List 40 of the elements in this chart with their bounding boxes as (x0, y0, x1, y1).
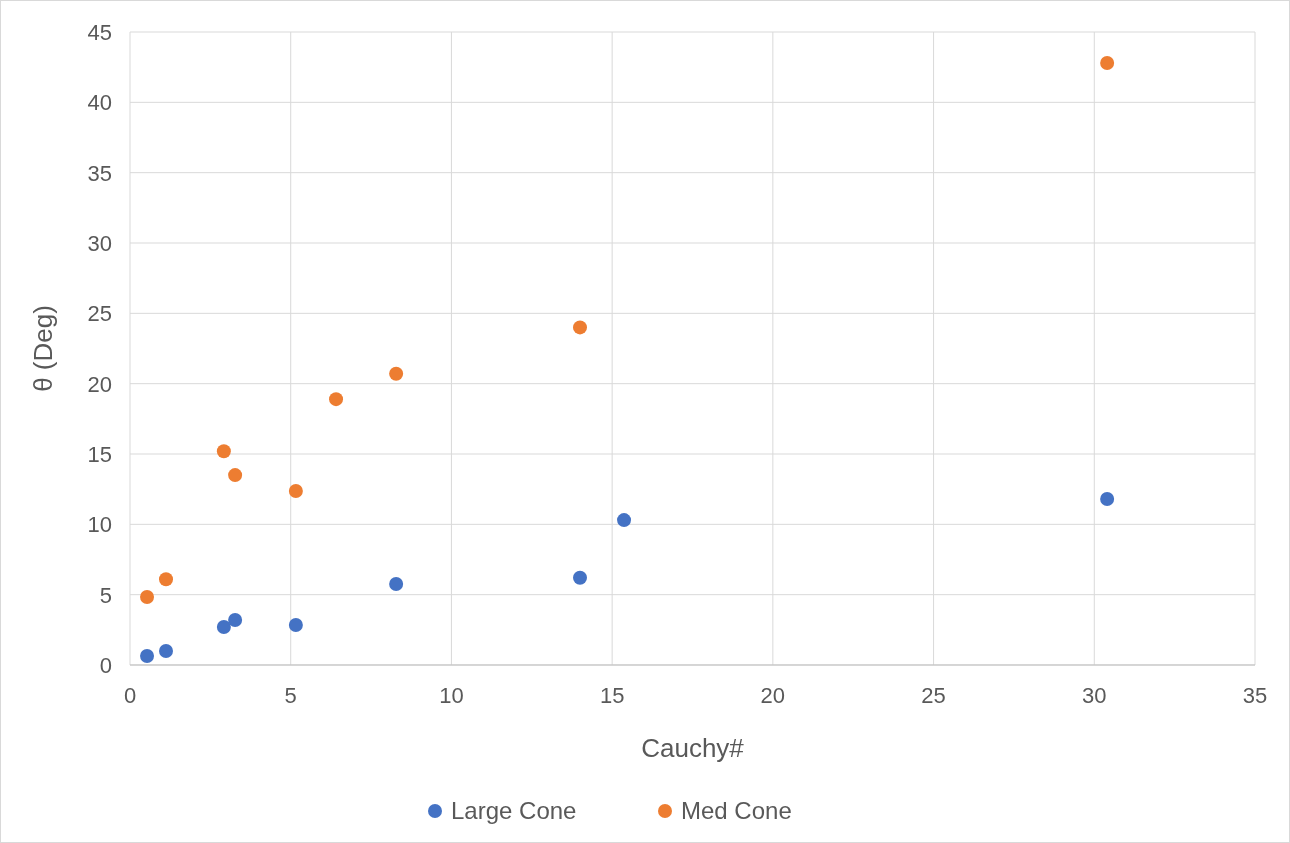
point (389, 576, 404, 591)
point (288, 618, 303, 633)
y-tick-label: 5 (99, 582, 112, 608)
y-tick-label: 25 (87, 301, 112, 327)
x-tick-label: 10 (439, 683, 464, 708)
y-axis-title: θ (Deg) (28, 305, 58, 392)
point (617, 513, 632, 528)
x-tick-label: 35 (1242, 683, 1268, 708)
point (389, 366, 404, 381)
y-tick-label: 10 (87, 512, 112, 538)
y-tick-label: 35 (87, 160, 112, 186)
y-tick-label: 20 (87, 371, 112, 397)
x-tick-label: 5 (284, 683, 297, 708)
point (288, 484, 303, 498)
y-tick-label: 45 (87, 20, 112, 45)
point (1100, 55, 1115, 70)
x-tick-label: 0 (123, 683, 137, 708)
point (140, 649, 155, 663)
point (216, 620, 231, 635)
y-tick-label: 40 (87, 90, 112, 116)
x-tick-label: 15 (599, 683, 625, 708)
y-tick-label: 0 (99, 653, 112, 678)
y-tick-label: 15 (87, 442, 112, 467)
legend-label: Med Cone (681, 797, 792, 824)
point (216, 444, 231, 459)
point (329, 392, 344, 407)
point (228, 612, 243, 627)
x-axis-title: Cauchy# (641, 733, 745, 763)
x-tick-label: 30 (1082, 683, 1107, 708)
legend-label: Large Cone (451, 797, 577, 824)
x-tick-label: 20 (760, 683, 786, 708)
point (228, 468, 243, 483)
point (573, 570, 587, 585)
point (140, 590, 155, 605)
y-tick-label: 30 (87, 231, 112, 256)
point (573, 320, 587, 335)
point (159, 643, 173, 658)
point (159, 572, 173, 587)
x-tick-label: 25 (921, 683, 946, 708)
point (1100, 492, 1115, 507)
